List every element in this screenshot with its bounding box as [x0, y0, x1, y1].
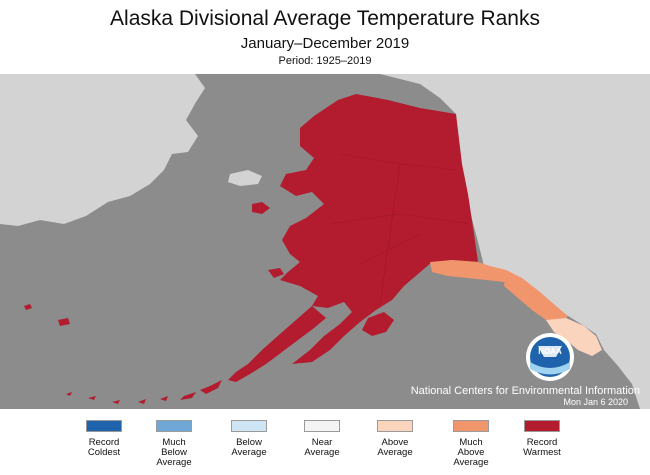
canada-yukon-land	[380, 74, 650, 409]
division-boundaries	[329, 153, 471, 305]
map-canvas: NOAA	[0, 74, 650, 409]
legend-item-record-coldest: Record Coldest	[69, 420, 139, 458]
legend-swatch	[377, 420, 413, 432]
alaska-peninsula-record-warmest	[228, 306, 326, 382]
noaa-logo: NOAA	[526, 333, 574, 381]
alaska-mainland-record-warmest	[280, 94, 478, 364]
legend-item-much-below-average: Much Below Average	[139, 420, 209, 468]
legend-label: Near Average	[304, 437, 340, 458]
alaska-map: NOAA	[0, 74, 650, 409]
credit-date: Mon Jan 6 2020	[563, 397, 628, 407]
credit-organization: National Centers for Environmental Infor…	[410, 385, 640, 397]
legend-label: Record Coldest	[87, 437, 121, 458]
legend-swatch	[156, 420, 192, 432]
legend-label: Above Average	[377, 437, 413, 458]
legend-label: Record Warmest	[523, 437, 561, 458]
legend-swatch	[453, 420, 489, 432]
legend-label: Much Above Average	[453, 437, 489, 468]
legend-swatch	[304, 420, 340, 432]
page-title: Alaska Divisional Average Temperature Ra…	[110, 7, 540, 30]
legend-label: Below Average	[231, 437, 267, 458]
noaa-logo-text: NOAA	[538, 347, 562, 356]
aleutian-islands-record-warmest	[66, 380, 222, 404]
legend-item-much-above-average: Much Above Average	[436, 420, 506, 468]
legend-item-below-average: Below Average	[214, 420, 284, 458]
legend-item-record-warmest: Record Warmest	[507, 420, 577, 458]
north-panhandle-much-above-average	[504, 270, 568, 324]
russia-chukotka-land	[0, 74, 205, 226]
st-lawrence-island	[228, 170, 262, 186]
legend-label: Much Below Average	[156, 437, 192, 468]
map-header: Alaska Divisional Average Temperature Ra…	[0, 0, 650, 74]
northeast-gulf-coast-much-above-average	[430, 260, 518, 282]
legend-item-above-average: Above Average	[360, 420, 430, 458]
legend-swatch	[231, 420, 267, 432]
legend: Record Coldest Much Below Average Below …	[0, 414, 650, 475]
legend-item-near-average: Near Average	[287, 420, 357, 458]
kodiak-island-record-warmest	[362, 312, 394, 336]
period-label: Period: 1925–2019	[278, 55, 372, 67]
page-subtitle: January–December 2019	[240, 35, 410, 52]
south-panhandle-above-average	[546, 318, 602, 356]
legend-swatch	[524, 420, 560, 432]
legend-swatch	[86, 420, 122, 432]
